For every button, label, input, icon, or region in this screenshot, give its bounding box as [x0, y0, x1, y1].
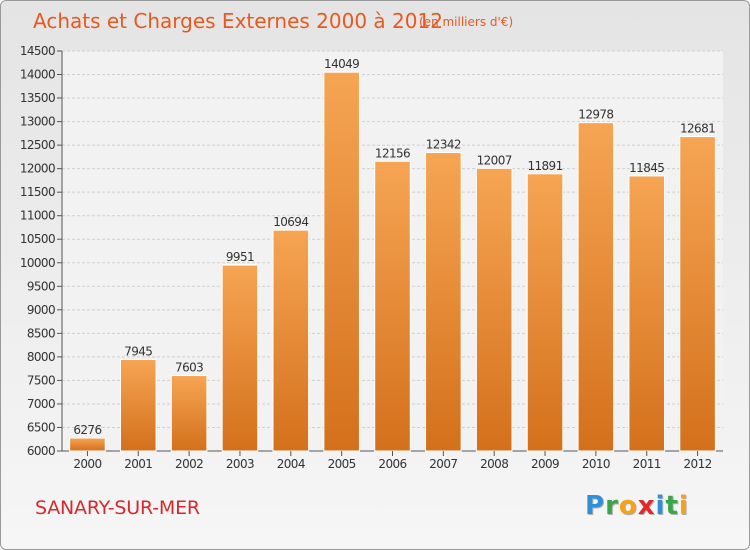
y-tick-label: 7500 [27, 373, 55, 387]
y-tick-label: 13000 [20, 115, 55, 129]
bar-2006 [374, 160, 411, 452]
x-tick-label: 2004 [277, 457, 305, 471]
bar-2011 [628, 175, 666, 452]
bar-2003 [221, 264, 259, 452]
bar-2012 [679, 136, 716, 452]
x-tick-label: 2012 [684, 457, 712, 471]
logo-letter: t [665, 491, 679, 521]
value-label: 12007 [477, 153, 512, 167]
x-tick-label: 2008 [480, 457, 508, 471]
bar-2007 [425, 152, 462, 452]
y-tick-label: 14000 [20, 68, 55, 82]
value-label: 7603 [175, 361, 203, 375]
x-tick-label: 2005 [328, 457, 356, 471]
bar-2009 [526, 173, 564, 452]
y-tick-label: 11000 [20, 209, 55, 223]
x-tick-label: 2010 [582, 457, 610, 471]
bar-2001 [119, 358, 157, 452]
chart-title: Achats et Charges Externes 2000 à 2012 [33, 9, 443, 33]
x-tick-label: 2002 [175, 457, 203, 471]
x-tick-label: 2009 [531, 457, 559, 471]
value-label: 12978 [578, 108, 613, 122]
y-tick-label: 9000 [27, 303, 55, 317]
logo-letter: r [605, 491, 619, 521]
y-tick-label: 6500 [27, 420, 55, 434]
value-label: 12156 [375, 146, 410, 160]
value-label: 14049 [324, 57, 359, 71]
proxiti-logo[interactable]: Proxiti [585, 491, 689, 521]
value-label: 7945 [124, 344, 152, 358]
y-tick-label: 9500 [27, 279, 55, 293]
bar-2010 [577, 122, 615, 452]
y-tick-label: 8500 [27, 326, 55, 340]
x-tick-label: 2011 [633, 457, 661, 471]
value-label: 6276 [73, 423, 101, 437]
x-tick-label: 2000 [73, 457, 101, 471]
bar-2008 [475, 167, 513, 452]
y-tick-label: 10000 [20, 256, 55, 270]
x-tick-label: 2001 [124, 457, 152, 471]
x-tick-label: 2007 [429, 457, 457, 471]
y-tick-label: 13500 [20, 91, 55, 105]
x-tick-label: 2003 [226, 457, 254, 471]
town-name: SANARY-SUR-MER [35, 497, 200, 519]
value-label: 12681 [680, 122, 715, 136]
bar-2004 [272, 229, 310, 452]
y-tick-label: 12000 [20, 162, 55, 176]
y-tick-label: 11500 [20, 185, 55, 199]
bar-2002 [170, 375, 208, 452]
chart-subtitle: (en milliers d'€) [419, 15, 514, 29]
value-label: 10694 [273, 215, 308, 229]
logo-letter: i [655, 491, 666, 521]
x-tick-label: 2006 [378, 457, 406, 471]
logo-letter: x [637, 491, 656, 521]
bar-2000 [69, 437, 106, 452]
y-tick-label: 12500 [20, 138, 55, 152]
y-tick-label: 14500 [20, 44, 55, 58]
y-tick-label: 7000 [27, 397, 55, 411]
y-tick-label: 10500 [20, 232, 55, 246]
value-label: 11845 [629, 161, 664, 175]
y-tick-label: 6000 [27, 444, 55, 458]
logo-letter: i [678, 491, 689, 521]
bar-2005 [323, 71, 360, 452]
logo-letter: P [585, 491, 606, 521]
value-label: 9951 [226, 250, 254, 264]
value-label: 11891 [527, 159, 562, 173]
value-label: 12342 [426, 138, 461, 152]
logo-letter: o [618, 491, 638, 521]
y-tick-label: 8000 [27, 350, 55, 364]
